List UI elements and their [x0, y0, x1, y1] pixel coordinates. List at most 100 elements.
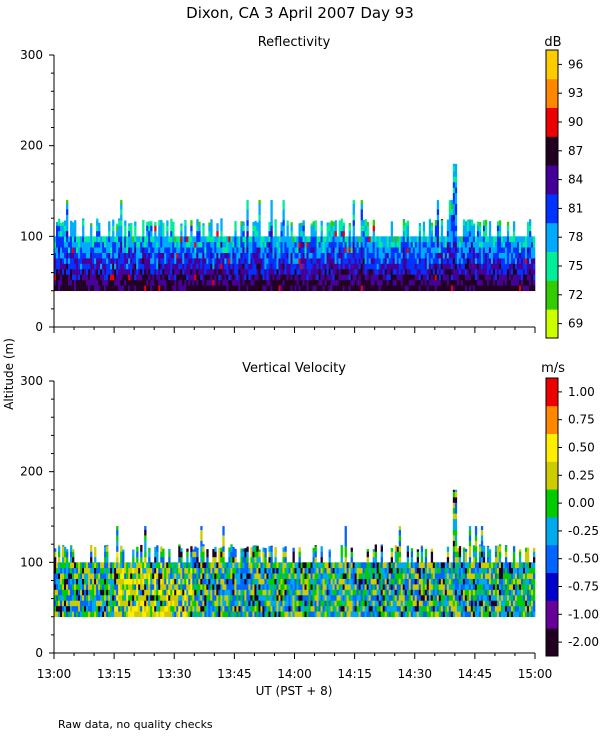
field-cell: [272, 584, 275, 590]
field-cell: [154, 594, 157, 601]
field-cell: [336, 274, 339, 281]
field-cell: [140, 274, 143, 281]
field-cell: [180, 589, 183, 596]
field-cell: [228, 263, 231, 270]
field-cell: [246, 200, 249, 204]
field-cell: [330, 236, 333, 243]
field-cell: [118, 562, 121, 569]
field-cell: [136, 584, 139, 590]
field-cell: [238, 279, 241, 286]
field-column: [66, 549, 69, 618]
field-column: [490, 236, 494, 292]
field-cell: [468, 236, 472, 243]
field-cell: [218, 547, 221, 552]
field-cell: [508, 236, 512, 243]
field-cell: [72, 584, 75, 590]
field-cell: [216, 594, 219, 601]
field-cell: [496, 225, 500, 232]
field-cell: [310, 562, 313, 569]
field-cell: [448, 241, 452, 248]
field-cell: [94, 611, 97, 618]
field-cell: [336, 573, 339, 579]
field-cell: [58, 263, 61, 270]
field-cell: [64, 252, 67, 259]
field-cell: [230, 258, 233, 264]
field-cell: [270, 562, 273, 569]
field-column: [224, 562, 227, 618]
field-cell: [132, 605, 135, 612]
field-cell: [504, 258, 508, 264]
field-cell: [174, 611, 177, 618]
field-cell: [394, 247, 398, 253]
field-cell: [170, 285, 173, 292]
field-cell: [128, 573, 131, 579]
field-cell: [172, 589, 175, 596]
field-cell: [146, 221, 149, 226]
field-cell: [292, 236, 295, 243]
field-cell: [328, 241, 331, 248]
field-cell: [242, 594, 245, 601]
field-cell: [304, 578, 307, 585]
field-cell: [82, 605, 85, 612]
field-cell: [266, 279, 269, 286]
field-column: [400, 236, 404, 292]
field-cell: [138, 594, 141, 601]
field-cell: [314, 605, 317, 612]
field-column: [140, 236, 143, 292]
field-cell: [72, 222, 75, 226]
field-cell: [244, 600, 247, 607]
field-cell: [422, 274, 426, 281]
field-column: [204, 562, 207, 618]
field-cell: [290, 236, 293, 243]
field-cell: [198, 567, 201, 574]
field-cell: [64, 578, 67, 585]
field-cell: [138, 605, 141, 612]
field-cell: [434, 258, 438, 264]
field-cell: [280, 258, 283, 264]
field-cell: [222, 279, 225, 286]
field-cell: [210, 247, 213, 253]
field-cell: [500, 285, 504, 292]
field-cell: [328, 594, 331, 601]
field-cell: [386, 252, 389, 259]
field-cell: [288, 258, 291, 264]
field-cell: [206, 573, 209, 579]
field-cell: [60, 252, 63, 259]
field-cell: [320, 279, 323, 286]
field-cell: [496, 279, 500, 286]
field-cell: [156, 605, 159, 612]
field-cell: [480, 285, 484, 292]
field-cell: [432, 241, 436, 248]
field-cell: [330, 594, 333, 601]
field-cell: [192, 562, 195, 569]
field-cell: [108, 611, 111, 618]
field-cell: [98, 605, 101, 612]
field-cell: [110, 600, 113, 607]
field-cell: [490, 285, 494, 292]
field-cell: [60, 258, 63, 264]
field-cell: [212, 241, 215, 248]
field-cell: [450, 247, 454, 253]
field-cell: [80, 611, 83, 618]
field-cell: [102, 247, 105, 253]
field-cell: [124, 247, 127, 253]
field-cell: [208, 562, 211, 569]
field-cell: [222, 241, 225, 248]
field-cell: [266, 258, 269, 264]
field-cell: [396, 236, 400, 243]
field-cell: [134, 573, 137, 579]
field-cell: [136, 562, 139, 569]
field-cell: [474, 279, 478, 286]
field-column: [312, 547, 315, 618]
field-cell: [214, 600, 217, 607]
field-cell: [70, 268, 73, 275]
field-cell: [170, 230, 173, 237]
field-cell: [236, 594, 239, 601]
field-cell: [476, 241, 480, 248]
field-cell: [188, 236, 191, 243]
field-cell: [94, 600, 97, 607]
field-cell: [384, 241, 387, 248]
field-cell: [120, 274, 123, 281]
field-cell: [148, 567, 151, 574]
